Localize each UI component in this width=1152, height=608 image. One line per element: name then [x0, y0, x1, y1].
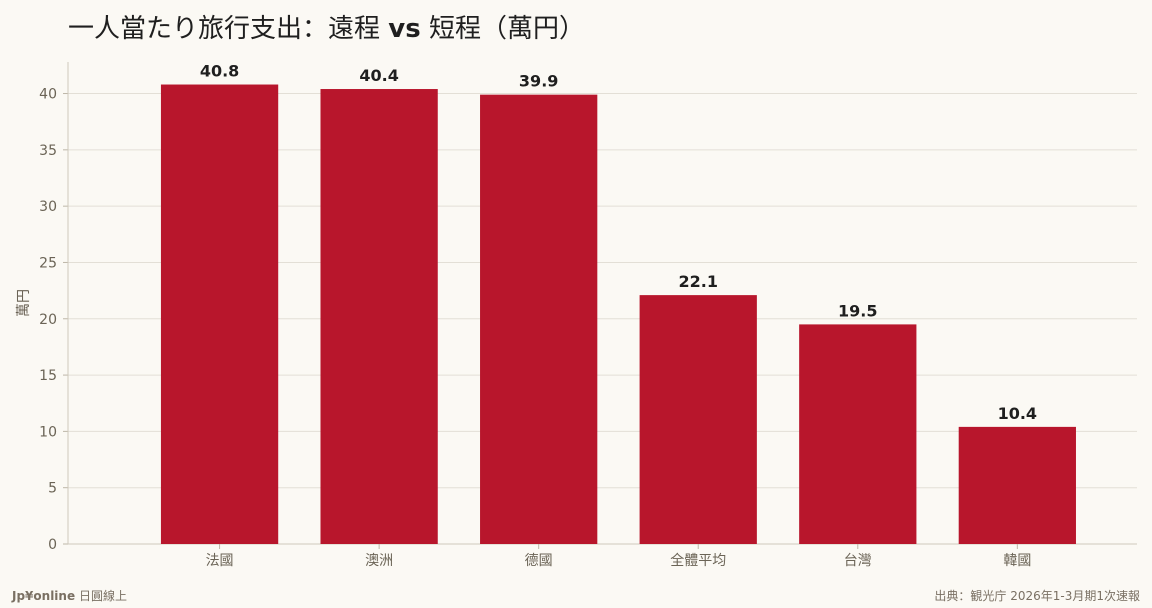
x-tick-label: 法國: [206, 553, 234, 569]
y-tick-label: 15: [39, 368, 57, 384]
bar: [958, 426, 1076, 544]
bar-value-label: 22.1: [678, 272, 717, 291]
y-tick-label: 0: [48, 537, 57, 553]
brand: Jp¥online 日圓線上: [12, 587, 127, 604]
x-tick-label: 韓國: [1003, 553, 1031, 569]
title-part1: 一人當たり旅行支出：遠程: [68, 14, 381, 44]
x-tick-label: 台灣: [844, 553, 872, 569]
y-tick-label: 40: [39, 87, 57, 103]
y-tick-label: 35: [39, 143, 57, 159]
bar-value-label: 40.4: [359, 66, 398, 85]
y-tick-label: 25: [39, 255, 57, 271]
title-part2: 短程（萬円）: [428, 14, 585, 44]
x-tick-label: 全體平均: [670, 552, 726, 569]
brand-sub: 日圓線上: [78, 589, 127, 603]
x-tick-label: 澳洲: [365, 553, 393, 569]
bar-value-label: 19.5: [838, 301, 877, 320]
bar-value-label: 40.8: [200, 62, 239, 81]
y-axis-label: 萬円: [16, 289, 32, 317]
bar-value-label: 10.4: [998, 404, 1037, 423]
bar: [160, 84, 279, 544]
y-tick-label: 20: [39, 312, 57, 328]
bar-value-label: 39.9: [519, 72, 558, 91]
bar: [799, 324, 917, 544]
bar: [639, 295, 757, 544]
chart-title: 一人當たり旅行支出：遠程 vs 短程（萬円）: [68, 8, 585, 45]
y-tick-label: 5: [48, 481, 57, 497]
source-note: 出典：観光庁 2026年1-3月期1次速報: [934, 589, 1140, 603]
x-tick-label: 德國: [525, 553, 553, 569]
title-vs: vs: [388, 14, 421, 44]
brand-name: Jp¥online: [12, 589, 76, 603]
bar: [480, 94, 598, 545]
y-tick-label: 30: [39, 199, 57, 215]
bar: [320, 89, 438, 544]
y-tick-label: 10: [39, 424, 57, 440]
